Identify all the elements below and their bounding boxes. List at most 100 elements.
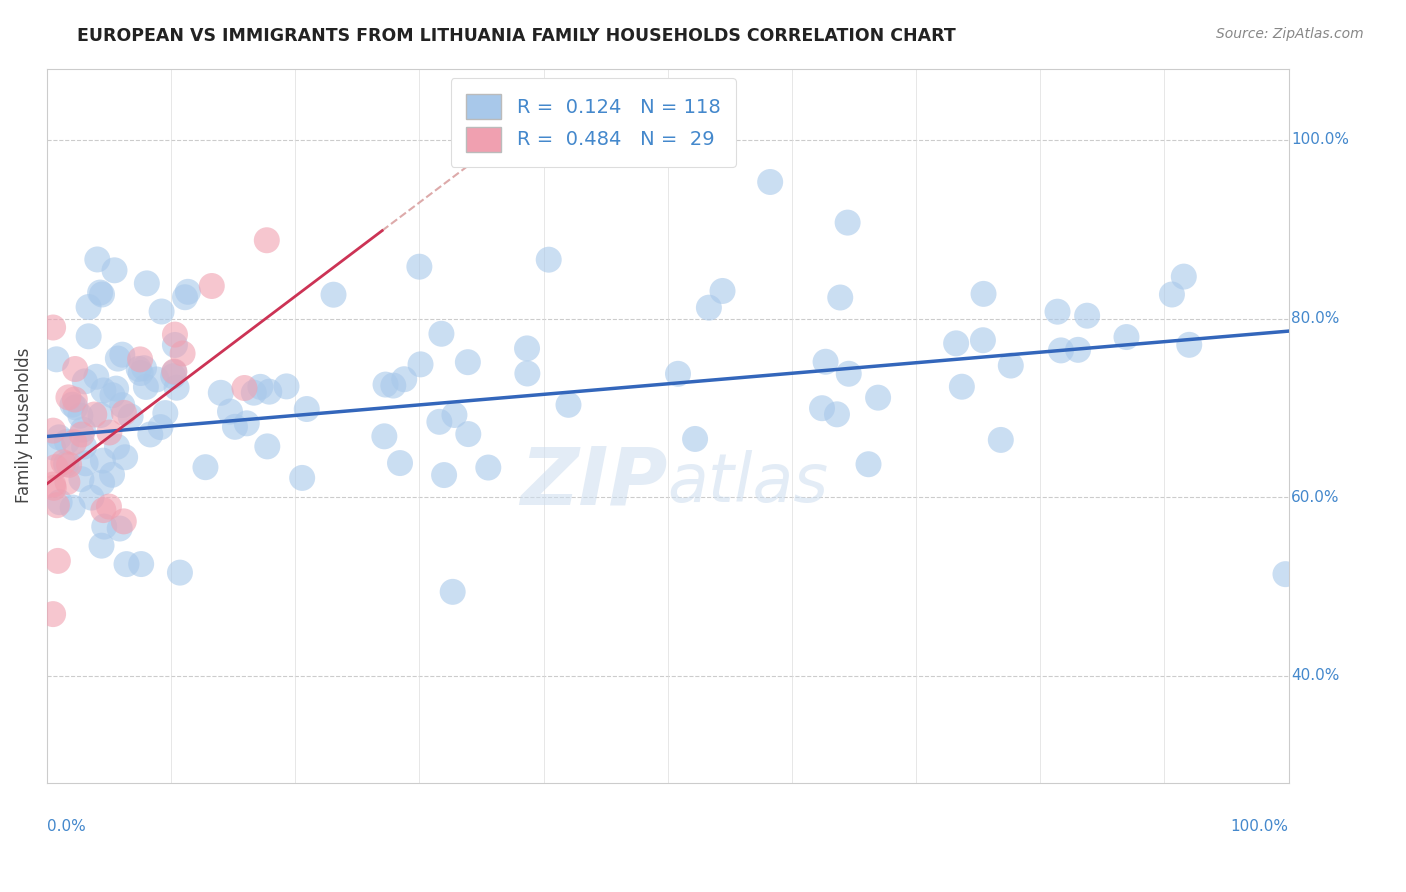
Point: [77, 329, 100, 343]
Point: [111, 348, 134, 362]
Point: [63, 362, 86, 376]
Point: [112, 406, 135, 420]
Point: [89, 408, 111, 422]
Point: [150, 304, 173, 318]
Text: Source: ZipAtlas.com: Source: ZipAtlas.com: [1216, 27, 1364, 41]
Point: [162, 369, 184, 384]
Point: [291, 471, 314, 485]
Point: [373, 429, 395, 443]
Point: [91, 475, 114, 490]
Point: [516, 342, 538, 356]
Point: [65, 401, 87, 415]
Point: [972, 333, 994, 347]
Point: [105, 382, 128, 396]
Point: [56, 434, 79, 449]
Point: [537, 252, 560, 267]
Y-axis label: Family Households: Family Households: [15, 348, 32, 503]
Point: [115, 557, 138, 571]
Point: [683, 432, 706, 446]
Point: [93, 384, 115, 398]
Point: [149, 420, 172, 434]
Legend: R =  0.124   N = 118, R =  0.484   N =  29: R = 0.124 N = 118, R = 0.484 N = 29: [450, 78, 735, 167]
Point: [322, 287, 344, 301]
Point: [697, 301, 720, 315]
Point: [46, 554, 69, 568]
Text: 80.0%: 80.0%: [1291, 311, 1340, 326]
Point: [86, 252, 108, 267]
Point: [711, 284, 734, 298]
Point: [194, 460, 217, 475]
Point: [1173, 269, 1195, 284]
Point: [135, 380, 157, 394]
Text: ZIP: ZIP: [520, 444, 668, 522]
Point: [557, 398, 579, 412]
Point: [63, 435, 86, 450]
Point: [163, 365, 186, 379]
Point: [990, 433, 1012, 447]
Point: [409, 357, 432, 371]
Point: [1178, 338, 1201, 352]
Point: [243, 385, 266, 400]
Point: [91, 453, 114, 467]
Text: 40.0%: 40.0%: [1291, 668, 1340, 683]
Point: [112, 515, 135, 529]
Point: [77, 300, 100, 314]
Point: [48, 495, 70, 509]
Point: [830, 291, 852, 305]
Point: [950, 380, 973, 394]
Point: [837, 216, 859, 230]
Point: [93, 519, 115, 533]
Point: [814, 355, 837, 369]
Point: [177, 285, 200, 299]
Point: [295, 402, 318, 417]
Point: [42, 424, 65, 438]
Point: [120, 409, 142, 424]
Point: [107, 351, 129, 366]
Point: [382, 378, 405, 392]
Point: [1274, 567, 1296, 582]
Point: [1161, 287, 1184, 301]
Point: [394, 372, 416, 386]
Point: [233, 381, 256, 395]
Point: [108, 522, 131, 536]
Point: [42, 607, 65, 621]
Point: [838, 367, 860, 381]
Point: [80, 491, 103, 505]
Point: [259, 384, 281, 399]
Point: [129, 557, 152, 571]
Point: [811, 401, 834, 416]
Point: [101, 467, 124, 482]
Point: [201, 279, 224, 293]
Point: [135, 277, 157, 291]
Point: [441, 585, 464, 599]
Text: 100.0%: 100.0%: [1291, 133, 1350, 147]
Point: [56, 475, 79, 489]
Point: [163, 365, 186, 379]
Point: [945, 336, 967, 351]
Point: [93, 503, 115, 517]
Point: [114, 450, 136, 465]
Point: [97, 500, 120, 514]
Point: [1076, 309, 1098, 323]
Point: [103, 263, 125, 277]
Point: [52, 455, 75, 469]
Point: [44, 460, 66, 475]
Point: [72, 423, 94, 437]
Point: [759, 175, 782, 189]
Point: [408, 260, 430, 274]
Point: [62, 500, 84, 515]
Point: [224, 419, 246, 434]
Point: [477, 460, 499, 475]
Point: [443, 408, 465, 422]
Point: [276, 379, 298, 393]
Point: [256, 439, 278, 453]
Point: [219, 404, 242, 418]
Point: [73, 375, 96, 389]
Point: [457, 355, 479, 369]
Point: [89, 285, 111, 300]
Point: [45, 498, 67, 512]
Point: [516, 367, 538, 381]
Point: [91, 287, 114, 301]
Text: atlas: atlas: [668, 450, 830, 516]
Point: [169, 566, 191, 580]
